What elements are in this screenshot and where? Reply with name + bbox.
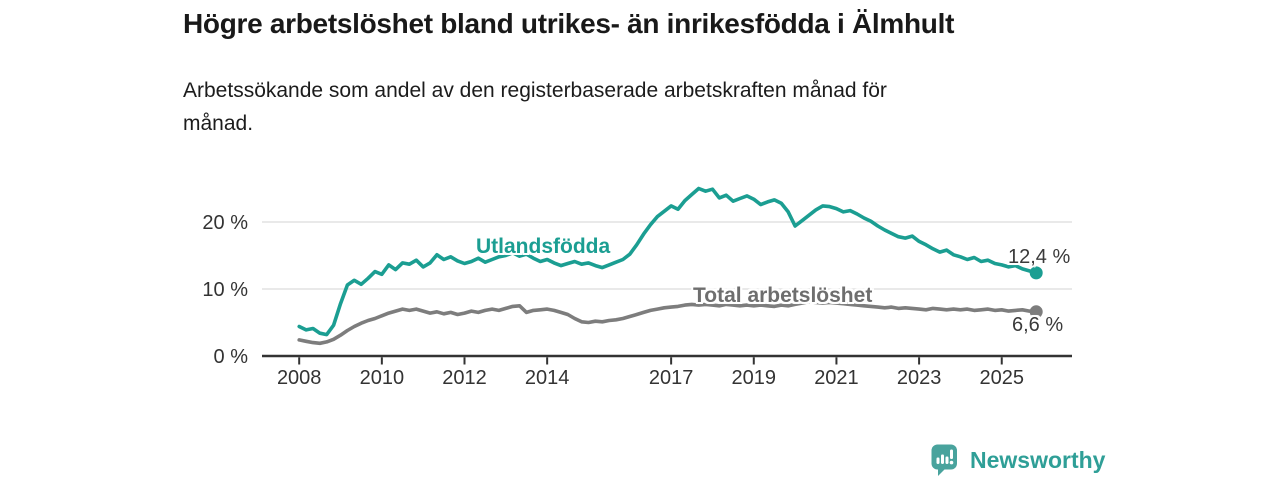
y-tick-label-20: 20 % xyxy=(202,212,248,234)
x-tick-label-2012: 2012 xyxy=(442,367,487,389)
y-tick-label-10: 10 % xyxy=(202,279,248,301)
end-value-label-utlandsfodda: 12,4 % xyxy=(1008,246,1071,268)
chart-subtitle: Arbetssökande som andel av den registerb… xyxy=(183,74,887,140)
x-tick-label-2019: 2019 xyxy=(732,367,777,389)
page-title: Högre arbetslöshet bland utrikes- än inr… xyxy=(183,8,955,39)
series-label-utlandsfodda: Utlandsfödda xyxy=(476,235,611,258)
x-tick-label-2014: 2014 xyxy=(525,367,570,389)
series-label-total-arbetsloshet: Total arbetslöshet xyxy=(693,284,873,307)
end-value-label-total: 6,6 % xyxy=(1012,314,1064,336)
x-tick-label-2008: 2008 xyxy=(277,367,322,389)
series-line-total-arbetslöshet xyxy=(297,299,1038,346)
x-tick-label-2010: 2010 xyxy=(360,367,405,389)
x-tick-label-2021: 2021 xyxy=(814,367,859,389)
subtitle-line-2: månad. xyxy=(183,112,254,135)
x-tick-label-2017: 2017 xyxy=(649,367,694,389)
brand-name: Newsworthy xyxy=(970,446,1106,473)
x-tick-label-2023: 2023 xyxy=(897,367,942,389)
subtitle-line-1: Arbetssökande som andel av den registerb… xyxy=(183,79,887,102)
newsworthy-logo-icon xyxy=(931,444,957,476)
newsworthy-brand-link[interactable]: Newsworthy xyxy=(930,443,1105,477)
y-tick-label-0: 0 % xyxy=(214,346,249,368)
x-tick-label-2025: 2025 xyxy=(979,367,1024,389)
series-line-utlandsfödda xyxy=(297,186,1038,337)
